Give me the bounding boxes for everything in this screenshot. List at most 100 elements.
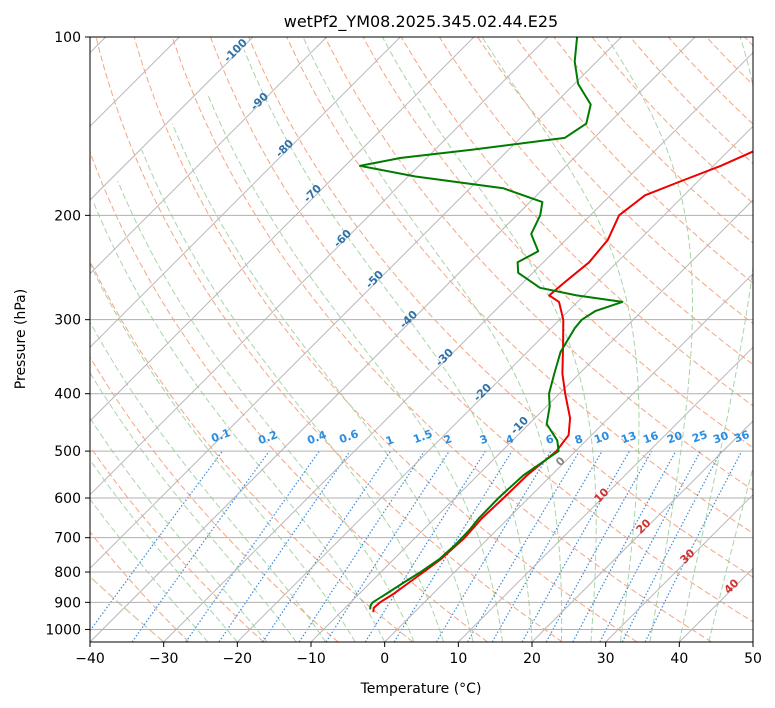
dry-adiabat bbox=[286, 37, 753, 534]
y-tick-label: 800 bbox=[54, 565, 81, 581]
isotherm bbox=[90, 37, 401, 349]
x-tick-label: 30 bbox=[597, 651, 615, 667]
dry-adiabat bbox=[90, 356, 339, 642]
mixing-ratio-line bbox=[435, 450, 552, 642]
dry-adiabat bbox=[90, 150, 488, 642]
x-tick-label: 50 bbox=[744, 651, 762, 667]
plot-area: -100-90-80-70-60-50-40-30-20-100.1 0.2 0.4… bbox=[90, 36, 753, 642]
moist-adiabat bbox=[90, 321, 327, 642]
temperature-label: -60 bbox=[331, 227, 354, 250]
isotherm bbox=[678, 567, 753, 642]
x-tick-label: 0 bbox=[380, 651, 389, 667]
x-tick-label: 10 bbox=[449, 651, 467, 667]
mixing-ratio-line bbox=[131, 450, 270, 642]
isotherm bbox=[90, 37, 696, 642]
dry-adiabat bbox=[324, 37, 753, 491]
plot-frame bbox=[89, 36, 754, 643]
dry-adiabat bbox=[95, 37, 563, 642]
dry-adiabat bbox=[629, 37, 753, 165]
x-tick-label: −10 bbox=[296, 651, 326, 667]
mixing-ratio-line bbox=[364, 450, 486, 642]
mixing-ratio-label: 0.2 bbox=[256, 428, 279, 447]
mixing-ratio-line bbox=[262, 450, 392, 642]
y-tick-label: 300 bbox=[54, 313, 81, 329]
x-tick-label: 20 bbox=[523, 651, 541, 667]
mixing-ratio-label: 16 bbox=[641, 429, 660, 447]
moist-adiabat bbox=[90, 262, 356, 642]
y-tick-label: 600 bbox=[54, 491, 81, 507]
mixing-ratio-line bbox=[599, 450, 702, 642]
dry-adiabat bbox=[706, 37, 753, 86]
dry-adiabat bbox=[515, 37, 753, 284]
chart-title: wetPf2_YM08.2025.345.02.44.E25 bbox=[284, 12, 558, 32]
y-tick-label: 500 bbox=[54, 444, 81, 460]
x-tick-label: 40 bbox=[670, 651, 688, 667]
x-axis-label: Temperature (°C) bbox=[360, 681, 482, 697]
y-tick-label: 700 bbox=[54, 531, 81, 547]
mixing-ratio-label: 8 bbox=[573, 432, 585, 447]
isotherm bbox=[310, 199, 753, 642]
mixing-ratio-line bbox=[185, 450, 320, 642]
dry-adiabat bbox=[90, 531, 190, 642]
mixing-ratio-line bbox=[325, 450, 450, 642]
y-tick-label: 200 bbox=[54, 208, 81, 224]
mixing-ratio-label: 30 bbox=[711, 429, 730, 447]
temperature-label: -100 bbox=[221, 36, 250, 65]
moist-adiabat bbox=[678, 37, 753, 642]
moist-adiabat bbox=[90, 459, 238, 642]
temperature-label: -70 bbox=[301, 182, 324, 205]
isotherm bbox=[90, 37, 254, 201]
mixing-ratio-line bbox=[90, 450, 223, 632]
x-tick-label: −40 bbox=[75, 651, 105, 667]
mixing-ratio-label: 0.4 bbox=[305, 428, 328, 447]
isotherm bbox=[90, 37, 549, 496]
mixing-ratio-label: 2 bbox=[442, 432, 454, 447]
y-tick-label: 900 bbox=[54, 595, 81, 611]
temperature-label: -50 bbox=[363, 268, 386, 291]
mixing-ratio-label: 20 bbox=[665, 429, 684, 447]
isotherm bbox=[90, 37, 622, 570]
temperature-label: -30 bbox=[433, 346, 456, 369]
theta-e-label: 30 bbox=[678, 546, 698, 566]
dry-adiabat bbox=[133, 37, 638, 642]
dry-adiabat bbox=[477, 37, 753, 325]
mixing-ratio-label: 0.1 bbox=[209, 426, 232, 445]
mixing-ratio-line bbox=[572, 450, 677, 642]
mixing-ratio-label: 36 bbox=[732, 428, 751, 446]
isotherm bbox=[90, 37, 328, 275]
moist-adiabat bbox=[606, 37, 693, 642]
isotherm bbox=[163, 51, 753, 642]
mixing-ratio-line bbox=[218, 450, 351, 642]
isotherm bbox=[605, 493, 753, 642]
mixing-ratio-line bbox=[621, 450, 722, 642]
temperature-label: -90 bbox=[248, 90, 271, 113]
dry-adiabat bbox=[248, 37, 753, 578]
isotherm bbox=[531, 420, 753, 642]
y-tick-label: 1000 bbox=[45, 622, 81, 638]
mixing-ratio-label: 4 bbox=[504, 432, 516, 447]
moist-adiabat bbox=[90, 371, 297, 642]
dry-adiabat bbox=[553, 37, 753, 244]
temperature-profile bbox=[372, 150, 753, 613]
isotherm bbox=[752, 641, 753, 642]
dry-adiabat bbox=[438, 37, 753, 366]
moist-adiabat bbox=[481, 37, 640, 642]
y-tick-label: 400 bbox=[54, 387, 81, 403]
mixing-ratio-label: 3 bbox=[478, 432, 490, 447]
isotherm bbox=[90, 37, 475, 422]
mixing-ratio-label: 13 bbox=[619, 429, 638, 446]
isotherm bbox=[384, 272, 753, 642]
moist-adiabat bbox=[90, 498, 209, 642]
dry-adiabat bbox=[90, 259, 414, 642]
moist-adiabat bbox=[92, 201, 386, 642]
isotherm bbox=[457, 346, 753, 642]
x-tick-label: −20 bbox=[223, 651, 253, 667]
moist-adiabat bbox=[117, 180, 415, 642]
mixing-ratio-label: 10 bbox=[592, 429, 611, 447]
x-tick-label: −30 bbox=[149, 651, 179, 667]
mixing-ratio-line bbox=[545, 450, 653, 642]
mixing-ratio-label: 6 bbox=[544, 432, 556, 447]
moist-adiabat bbox=[381, 37, 597, 642]
temperature-label: -20 bbox=[471, 381, 494, 404]
